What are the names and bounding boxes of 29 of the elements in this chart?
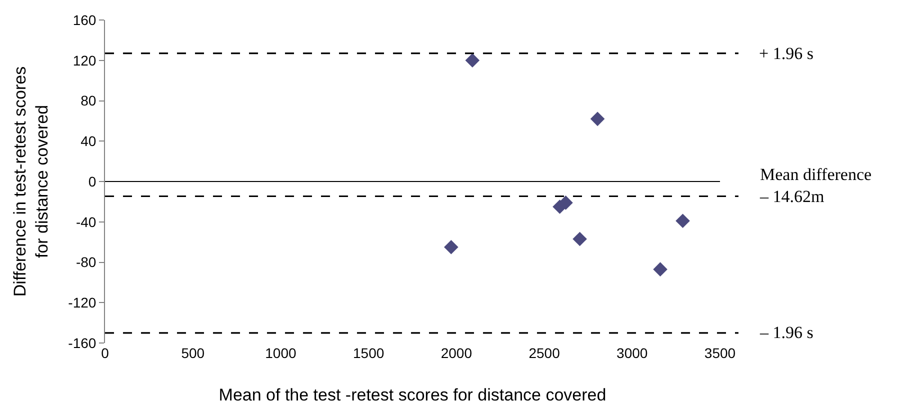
- x-axis-title: Mean of the test -retest scores for distance covered: [218, 385, 606, 404]
- ref-line-label: + 1.96 s: [759, 44, 814, 63]
- x-tick-label: 3500: [704, 345, 736, 361]
- ref-line-label: Mean difference – 14.62m: [759, 165, 872, 206]
- y-tick-label: 40: [80, 133, 96, 150]
- y-tick-label: -160: [68, 334, 96, 351]
- point: [590, 112, 605, 126]
- y-tick-label: 120: [72, 52, 96, 68]
- x-tick-label: 0: [101, 345, 110, 361]
- y-tick-label: -80: [76, 254, 96, 270]
- x-tick-label: 1000: [265, 345, 296, 361]
- y-tick-label: 0: [88, 173, 96, 190]
- y-axis-title: Difference in test-retest scores for distance covered: [10, 66, 52, 297]
- point: [676, 214, 690, 228]
- y-tick-label: -40: [76, 214, 96, 230]
- x-tick-label: 500: [181, 345, 205, 361]
- x-tick-label: 2000: [440, 345, 472, 361]
- point: [465, 53, 480, 68]
- x-tick-label: 1500: [352, 345, 384, 361]
- x-tick-label: 2500: [528, 345, 560, 361]
- ref-line-label: – 1.96 s: [759, 323, 814, 342]
- y-tick-label: 160: [72, 12, 96, 28]
- y-tick-label: -120: [68, 294, 96, 311]
- point: [653, 262, 668, 276]
- point: [558, 196, 573, 210]
- point: [572, 232, 587, 246]
- x-tick-label: 3000: [616, 345, 648, 361]
- y-tick-label: 80: [80, 92, 96, 109]
- point: [444, 240, 458, 254]
